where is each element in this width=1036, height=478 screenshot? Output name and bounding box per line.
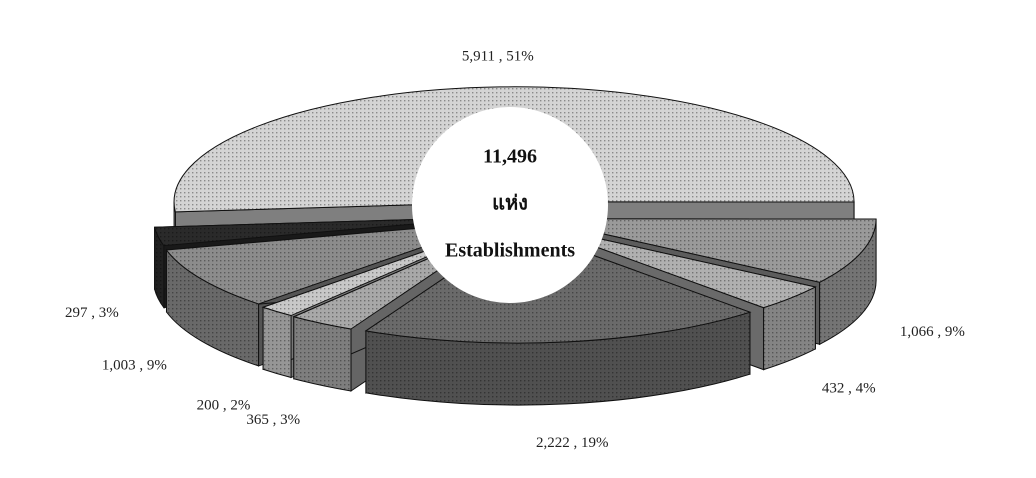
slice-wall-texture	[166, 250, 259, 366]
data-label: 1,003 , 9%	[102, 358, 167, 374]
data-label: 297 , 3%	[65, 305, 119, 321]
data-label: 365 , 3%	[246, 412, 300, 428]
data-label: 432 , 4%	[822, 381, 876, 397]
center-total: 11,496	[483, 146, 537, 168]
slice-top-texture	[536, 218, 877, 283]
data-label: 2,222 , 19%	[536, 435, 609, 451]
data-label: 200 , 2%	[197, 398, 251, 414]
data-label: 1,066 , 9%	[900, 324, 965, 340]
center-circle	[412, 107, 608, 303]
data-label: 5,911 , 51%	[462, 48, 534, 64]
slice-wall-texture	[293, 316, 352, 391]
slice-wall-texture	[263, 307, 292, 378]
slice-wall-texture	[365, 312, 750, 406]
slice-wall-texture	[154, 227, 164, 308]
center-unit: แห่ง	[492, 193, 528, 215]
slice-wall-texture	[819, 219, 877, 345]
slice-top-texture	[154, 217, 494, 246]
slice-wall-texture	[763, 286, 816, 370]
center-caption: Establishments	[445, 240, 575, 262]
slice-top-texture	[166, 221, 496, 304]
slice-top-texture	[531, 223, 816, 308]
